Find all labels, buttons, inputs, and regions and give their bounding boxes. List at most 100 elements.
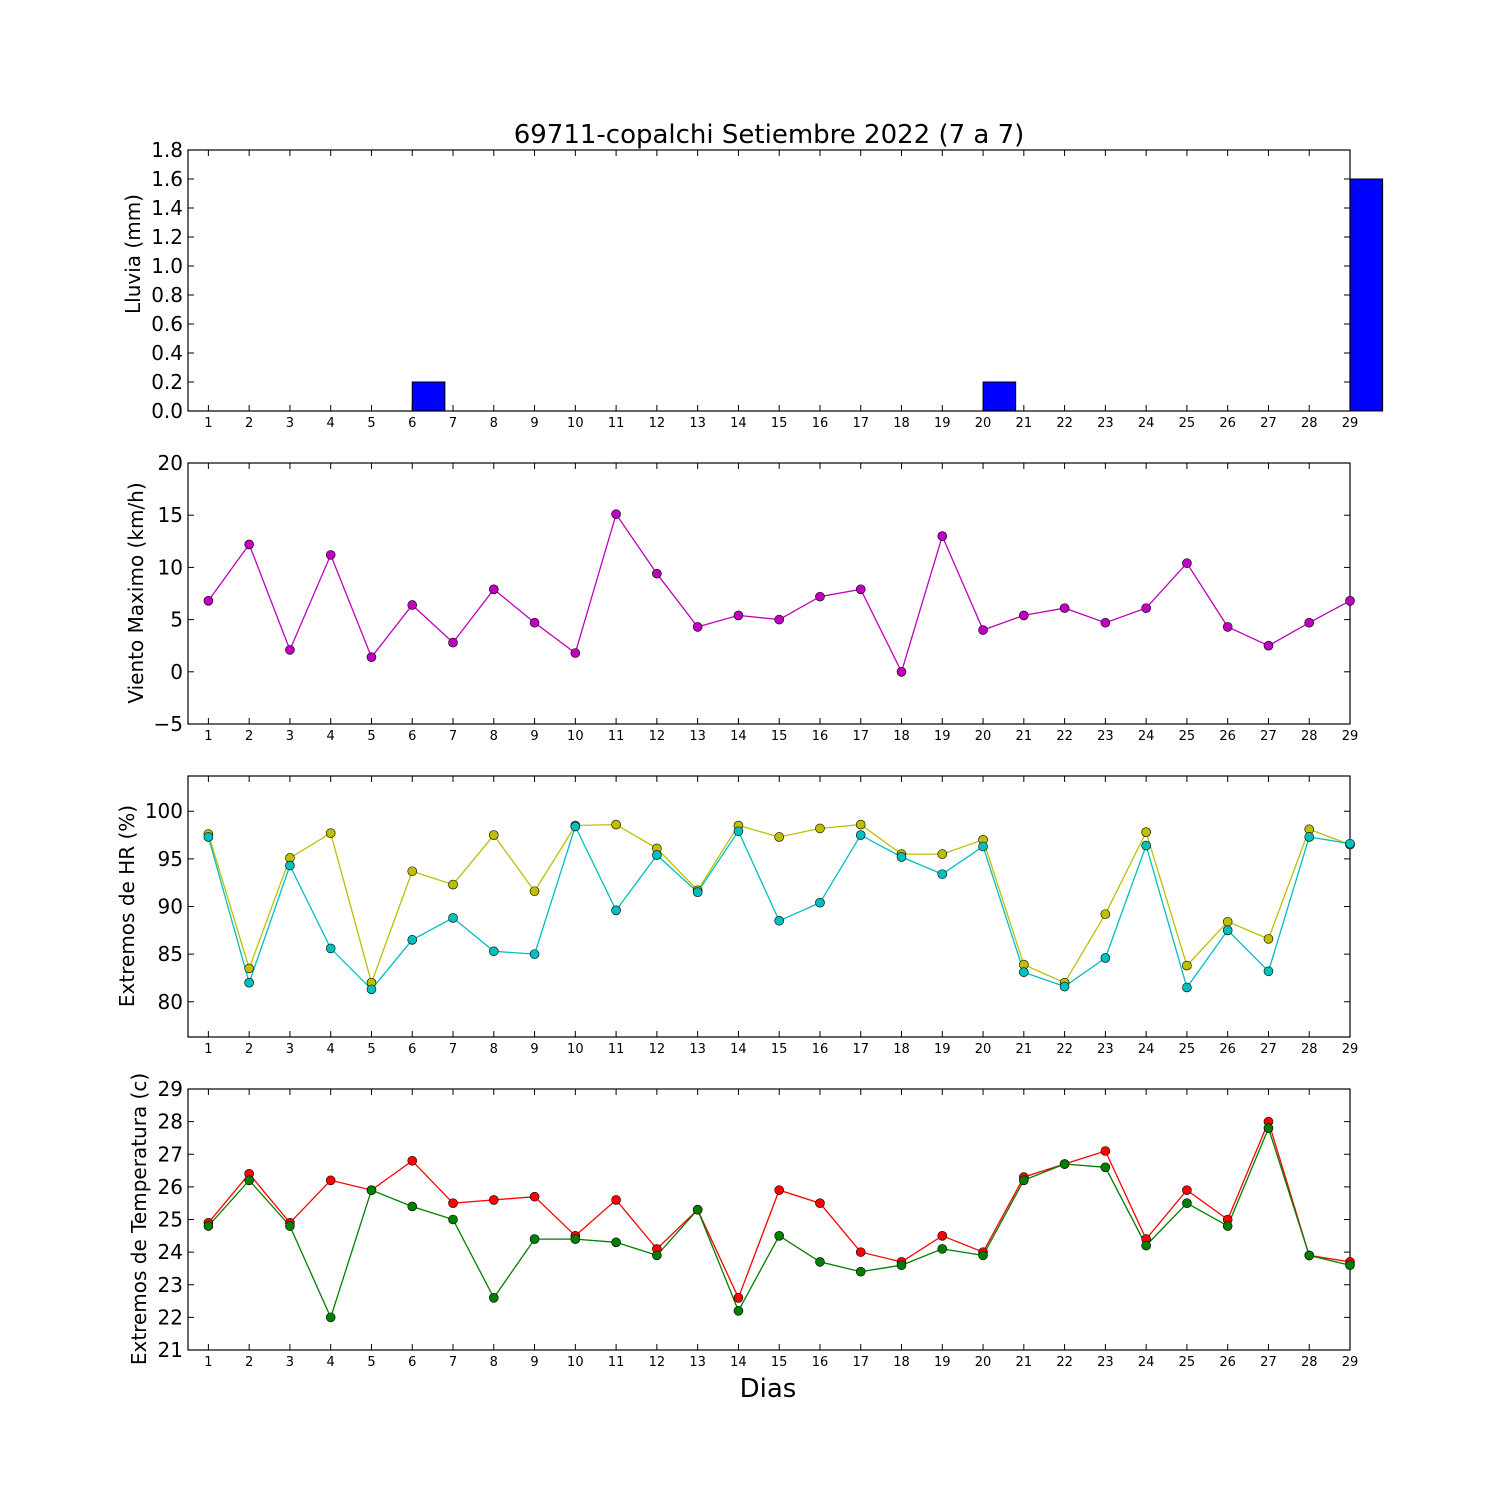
rain-xtick-label: 14 (730, 416, 747, 431)
wind-series-0-point-day-22 (1059, 603, 1070, 613)
humidity-series-0-point-day-11 (611, 819, 621, 830)
rain-xtick-label: 8 (490, 416, 498, 431)
temperature-series-0-point-day-19 (937, 1231, 948, 1241)
wind-series-0-point-day-1 (203, 596, 214, 606)
humidity-series-1-point-day-1 (203, 832, 214, 842)
temperature-series-0-point-day-8 (488, 1195, 499, 1205)
wind-xtick-label: 1 (204, 729, 212, 744)
rain-xtick-label: 1 (204, 416, 212, 431)
temperature-series-1-point-day-7 (448, 1214, 458, 1225)
rain-xtick-label: 18 (893, 416, 910, 431)
wind-series-0-point-day-18 (896, 666, 907, 677)
wind-xtick-label: 17 (852, 729, 869, 744)
temperature-series-0-point-day-4 (325, 1175, 336, 1186)
humidity-ytick-label: 85 (158, 942, 183, 966)
temperature-xtick-label: 23 (1097, 1355, 1114, 1370)
temperature-series-0-point-day-6 (407, 1155, 418, 1166)
rain-xtick-label: 3 (286, 416, 294, 431)
humidity-series-1-point-day-17 (855, 830, 866, 840)
humidity-series-0-point-day-9 (529, 886, 540, 897)
temperature-ytick-label: 27 (158, 1142, 183, 1166)
humidity-series-1-point-day-14 (733, 826, 744, 837)
temperature-xtick-label: 12 (649, 1355, 666, 1370)
temperature-xtick-label: 11 (608, 1355, 625, 1370)
wind-series-0-point-day-10 (570, 648, 581, 658)
wind-series-0-point-day-8 (488, 584, 499, 595)
rain-bar-day-6 (411, 381, 446, 412)
rain-xtick-label: 7 (449, 416, 457, 431)
wind-series-0-point-day-25 (1182, 558, 1192, 569)
temperature-ytick-label: 26 (158, 1175, 183, 1199)
humidity-ytick-label: 100 (145, 799, 183, 823)
humidity-xtick-label: 23 (1097, 1042, 1114, 1057)
humidity-series-1-point-day-22 (1059, 981, 1070, 992)
wind-xtick-label: 22 (1056, 729, 1073, 744)
humidity-ytick-label: 90 (158, 895, 183, 919)
wind-series-0-point-day-20 (978, 625, 988, 635)
temperature-series-1-point-day-24 (1141, 1240, 1151, 1251)
wind-xtick-label: 2 (245, 729, 253, 744)
temperature-series-0-point-day-11 (611, 1195, 621, 1205)
rain-xtick-label: 5 (367, 416, 375, 431)
wind-series-0-point-day-27 (1263, 640, 1274, 651)
rain-xtick-label: 20 (975, 416, 992, 431)
humidity-xtick-label: 22 (1056, 1042, 1073, 1057)
rain-xtick-label: 16 (812, 416, 829, 431)
wind-xtick-label: 16 (812, 729, 829, 744)
humidity-series-1-point-day-4 (325, 943, 336, 954)
temperature-series-1-point-day-5 (366, 1185, 377, 1195)
temperature-series-1-point-day-21 (1019, 1175, 1029, 1186)
temperature-series-0-point-day-14 (733, 1293, 744, 1303)
temperature-xtick-label: 24 (1138, 1355, 1155, 1370)
rain-xtick-label: 23 (1097, 416, 1114, 431)
humidity-series-1-point-day-25 (1182, 982, 1192, 993)
temperature-series-1-point-day-16 (815, 1257, 825, 1267)
rain-ytick-label: 1.2 (151, 225, 183, 249)
temperature-series-1-point-day-22 (1059, 1159, 1070, 1169)
temperature-ytick-label: 29 (158, 1077, 183, 1101)
temperature-xtick-label: 19 (934, 1355, 951, 1370)
rain-xtick-label: 21 (1016, 416, 1033, 431)
rain-xtick-label: 27 (1260, 416, 1277, 431)
temperature-series-1-point-day-17 (855, 1266, 866, 1277)
wind-xtick-label: 14 (730, 729, 747, 744)
wind-series-0-point-day-15 (774, 614, 784, 625)
humidity-xtick-label: 2 (245, 1042, 253, 1057)
wind-xtick-label: 28 (1301, 729, 1318, 744)
humidity-xtick-label: 14 (730, 1042, 747, 1057)
temperature-series-0-point-day-9 (529, 1191, 540, 1202)
humidity-series-0-point-day-25 (1182, 960, 1192, 971)
humidity-series-0-point-day-26 (1222, 916, 1233, 927)
rain-xtick-label: 25 (1179, 416, 1196, 431)
temperature-series-1-point-day-6 (407, 1201, 418, 1212)
temperature-series-1-point-day-11 (611, 1237, 621, 1248)
temperature-series-1-point-day-20 (978, 1250, 988, 1261)
humidity-series-1-point-day-20 (978, 841, 988, 852)
temperature-series-1-point-day-14 (733, 1306, 744, 1316)
temperature-y-axis-label: Extremos de Temperatura (c) (127, 1073, 151, 1365)
humidity-xtick-label: 1 (204, 1042, 212, 1057)
rain-xtick-label: 22 (1056, 416, 1073, 431)
rain-ytick-label: 1.8 (151, 138, 183, 162)
temperature-xtick-label: 26 (1219, 1355, 1236, 1370)
wind-xtick-label: 11 (608, 729, 625, 744)
temperature-series-0-point-day-16 (815, 1198, 825, 1208)
humidity-xtick-label: 6 (408, 1042, 416, 1057)
temperature-ytick-label: 21 (158, 1338, 183, 1362)
rain-xtick-label: 12 (649, 416, 666, 431)
humidity-series-1-point-day-12 (652, 850, 662, 860)
wind-series-0-point-day-23 (1100, 617, 1111, 628)
wind-xtick-label: 6 (408, 729, 416, 744)
rain-ytick-label: 1.6 (151, 167, 183, 191)
humidity-series-0-point-day-7 (448, 879, 458, 890)
humidity-series-1-point-day-7 (448, 913, 458, 923)
temperature-series-1-point-day-25 (1182, 1198, 1192, 1208)
temperature-ytick-label: 28 (158, 1110, 183, 1134)
rain-xtick-label: 19 (934, 416, 951, 431)
humidity-xtick-label: 7 (449, 1042, 457, 1057)
temperature-xtick-label: 1 (204, 1355, 212, 1370)
temperature-series-1-point-day-28 (1304, 1250, 1315, 1261)
rain-ytick-label: 0.6 (151, 312, 183, 336)
